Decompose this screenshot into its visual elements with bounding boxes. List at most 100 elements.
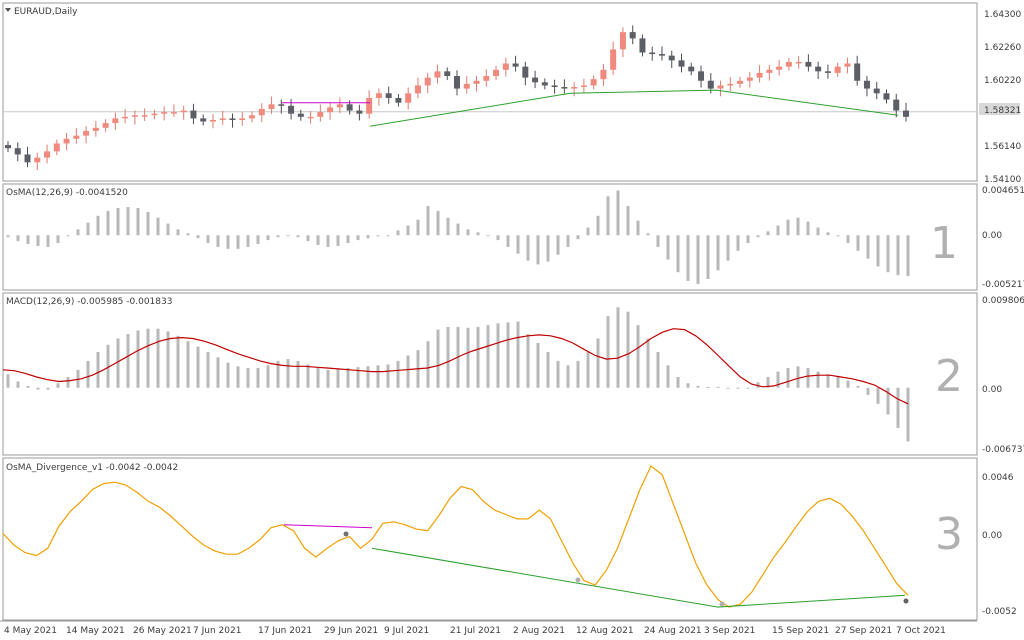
- macd-bar: [96, 351, 100, 388]
- macd-tick: 0.00: [982, 385, 1002, 395]
- candle-body: [717, 85, 724, 89]
- osma-bar: [546, 235, 550, 262]
- osma-bar: [26, 235, 30, 245]
- candle-body: [873, 88, 880, 94]
- candle-body: [53, 143, 60, 152]
- osma-bar: [216, 235, 220, 247]
- macd-window-title: MACD(12,26,9) -0.005985 -0.001833: [6, 297, 172, 307]
- candle-body: [14, 148, 21, 155]
- osma-bar: [596, 215, 600, 236]
- macd-bar: [426, 341, 430, 388]
- date-tick-label: 14 May 2021: [66, 626, 125, 636]
- macd-bar: [746, 387, 750, 389]
- osma-bar: [196, 235, 200, 239]
- candle-body: [805, 61, 812, 67]
- candle-body: [83, 130, 90, 136]
- osma-bar: [866, 235, 870, 259]
- macd-bar: [466, 327, 470, 388]
- macd-bar: [256, 368, 260, 388]
- macd-bar: [346, 368, 350, 388]
- date-tick-label: 24 Aug 2021: [644, 626, 702, 636]
- osma-bar: [606, 196, 610, 236]
- macd-bar: [376, 365, 380, 388]
- price-tick: 1.56140: [984, 142, 1021, 152]
- osma-bar: [776, 225, 780, 236]
- macd-bar: [316, 368, 320, 388]
- osma-bar: [156, 217, 160, 236]
- candle-body: [834, 66, 841, 73]
- osma-bar: [176, 229, 180, 236]
- candle-body: [903, 110, 909, 117]
- osma-bar: [616, 190, 620, 236]
- macd-signal-line: [2, 328, 909, 405]
- date-axis: 4 May 2021 14 May 2021 26 May 2021 7 Jun 20…: [4, 626, 946, 636]
- candle-body: [249, 115, 256, 119]
- macd-bar: [716, 386, 720, 388]
- macd-bar: [276, 360, 280, 388]
- osma-bar: [576, 235, 580, 240]
- candle-body: [844, 63, 851, 67]
- date-tick-label: 4 May 2021: [4, 626, 57, 636]
- price-window[interactable]: [3, 25, 977, 170]
- date-tick-label: 2 Aug 2021: [513, 626, 565, 636]
- candle-body: [590, 79, 597, 86]
- macd-bar: [286, 359, 290, 388]
- macd-bar: [246, 368, 250, 388]
- divergence-tick: 0.0046: [982, 473, 1014, 483]
- osma-bar: [756, 235, 760, 238]
- osma-bar: [816, 227, 820, 236]
- macd-bar: [786, 368, 790, 388]
- osma-bar: [526, 235, 530, 261]
- osma-bar: [586, 227, 590, 236]
- osma-bar: [696, 235, 700, 284]
- osma-bar: [786, 219, 790, 236]
- candle-body: [727, 83, 734, 86]
- macd-bar: [6, 374, 10, 388]
- osma-bar: [456, 223, 460, 236]
- price-tick: 1.60220: [984, 76, 1021, 86]
- macd-bar: [186, 341, 190, 388]
- date-tick-label: 12 Aug 2021: [576, 626, 634, 636]
- candle-body: [414, 85, 421, 94]
- macd-bar: [196, 346, 200, 388]
- macd-bar: [116, 338, 120, 388]
- macd-bar: [66, 376, 70, 388]
- candle-body: [375, 93, 382, 98]
- date-tick-label: 7 Jun 2021: [193, 626, 241, 636]
- candle-body: [532, 77, 539, 83]
- macd-bar: [906, 387, 910, 442]
- osma-window[interactable]: [6, 190, 910, 284]
- candle-body: [658, 54, 665, 56]
- macd-bar: [36, 387, 40, 390]
- date-tick-label: 7 Oct 2021: [896, 626, 946, 636]
- osma-divergence-window[interactable]: [2, 465, 909, 608]
- macd-bar: [386, 364, 390, 388]
- candle-body: [854, 63, 861, 81]
- osma-bar: [706, 235, 710, 280]
- candle-body: [385, 93, 392, 98]
- macd-bar: [656, 351, 660, 388]
- candle-body: [63, 138, 70, 144]
- osma-bar: [166, 223, 170, 236]
- macd-bar: [106, 344, 110, 388]
- macd-bar: [176, 335, 180, 388]
- candle-body: [327, 107, 334, 113]
- candle-body: [73, 135, 80, 139]
- osma-bar: [506, 235, 510, 247]
- candle-body: [863, 80, 870, 89]
- macd-bar: [876, 387, 880, 404]
- macd-bar: [626, 311, 630, 388]
- macd-window[interactable]: [2, 307, 910, 442]
- candle-body: [766, 69, 773, 73]
- divergence-marker: [575, 577, 581, 583]
- candle-body: [92, 127, 99, 131]
- window-menu-triangle-icon[interactable]: [5, 8, 11, 12]
- macd-bar: [696, 385, 700, 388]
- osma-bar: [836, 235, 840, 237]
- window-frame: [2, 2, 978, 182]
- date-tick-label: 15 Sep 2021: [772, 626, 829, 636]
- price-window-title: EURAUD,Daily: [14, 7, 78, 17]
- macd-bar: [796, 366, 800, 388]
